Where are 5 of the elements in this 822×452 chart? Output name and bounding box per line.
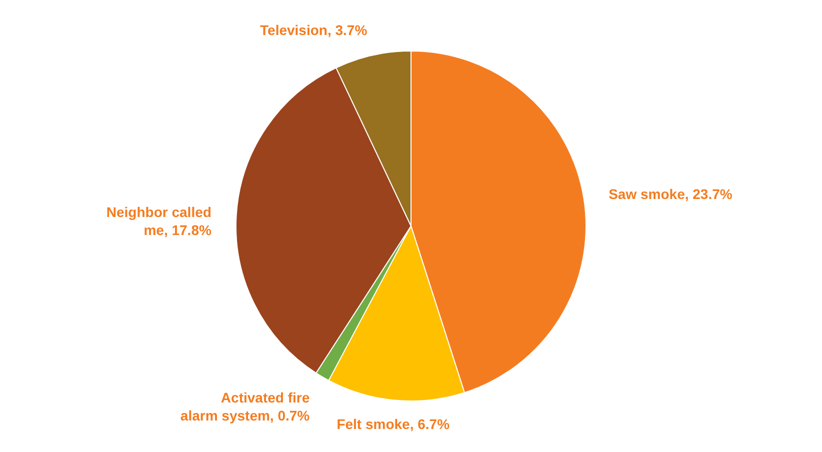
slice-label: Felt smoke, 6.7%: [336, 416, 450, 432]
slice-label: Television, 3.7%: [260, 22, 368, 38]
slice-label: Activated fire alarm system, 0.7%: [180, 389, 310, 424]
slice-label: Neighbor called me, 17.8%: [106, 204, 212, 238]
slice-label: Saw smoke, 23.7%: [608, 186, 733, 202]
